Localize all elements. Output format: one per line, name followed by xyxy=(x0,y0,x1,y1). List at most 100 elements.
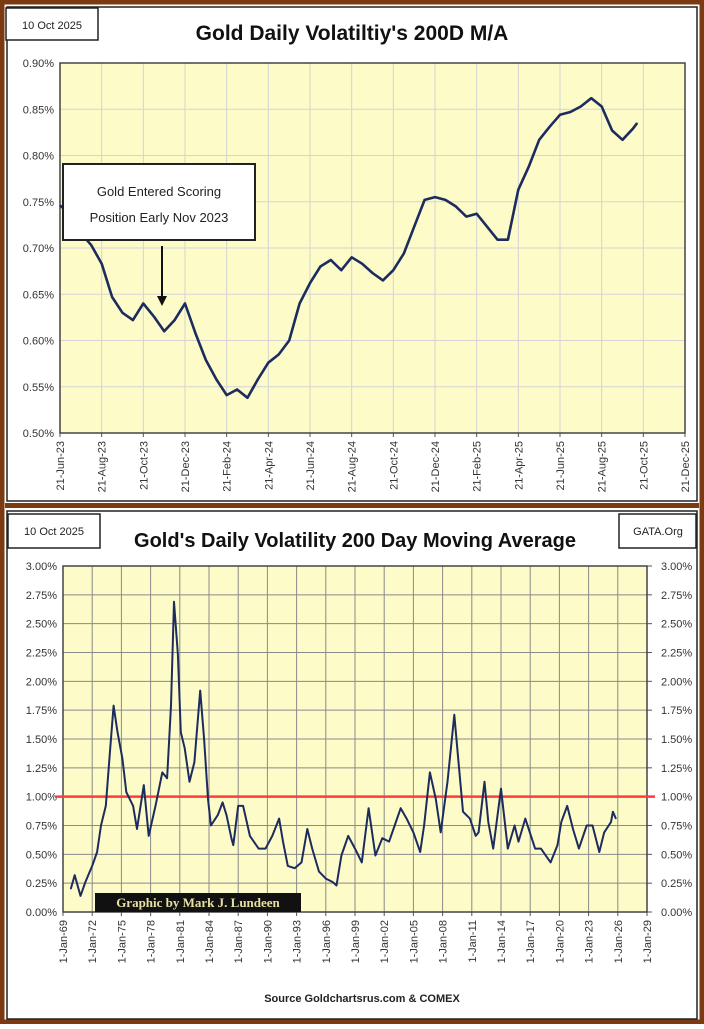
y-tick-label: 0.90% xyxy=(23,58,54,70)
data-point xyxy=(205,359,207,361)
data-point xyxy=(368,807,370,809)
bottom-panel-border xyxy=(6,510,698,1020)
data-point xyxy=(298,302,301,305)
y-tick-label: 0.25% xyxy=(26,878,57,890)
data-point xyxy=(569,111,572,113)
x-tick-label: 1-Jan-20 xyxy=(554,920,566,963)
y-tick-label-right: 0.00% xyxy=(661,907,692,919)
data-point xyxy=(242,805,244,807)
data-point xyxy=(381,837,383,839)
y-tick-label: 0.50% xyxy=(23,428,54,440)
x-tick-label: 1-Jan-14 xyxy=(496,920,508,963)
y-tick-label-right: 2.75% xyxy=(661,590,692,602)
date-stamp: 10 Oct 2025 xyxy=(24,526,84,538)
data-point xyxy=(59,204,61,207)
x-tick-label: 21-Jun-24 xyxy=(305,441,317,491)
data-point xyxy=(278,817,280,820)
y-tick-label: 0.85% xyxy=(23,104,54,116)
x-tick-label: 1-Jan-08 xyxy=(438,920,450,963)
data-point xyxy=(203,738,205,740)
data-point xyxy=(412,831,414,834)
data-point xyxy=(586,824,588,827)
x-tick-label: 1-Jan-75 xyxy=(116,920,128,963)
data-point xyxy=(111,296,113,298)
data-point xyxy=(237,805,239,807)
data-point xyxy=(173,319,176,321)
data-point xyxy=(434,196,436,198)
data-point xyxy=(163,330,165,332)
y-tick-label: 3.00% xyxy=(26,561,57,573)
y-tick-label: 0.50% xyxy=(26,849,57,861)
data-point xyxy=(105,805,107,807)
data-point xyxy=(603,831,605,834)
data-point xyxy=(132,319,134,321)
data-point xyxy=(538,139,540,141)
data-point xyxy=(249,835,251,837)
series-line xyxy=(69,600,617,897)
data-point xyxy=(340,854,342,857)
credit-box xyxy=(95,893,301,912)
x-tick-label: 21-Oct-25 xyxy=(638,441,650,490)
y-tick-label: 0.00% xyxy=(26,907,57,919)
data-point xyxy=(540,847,542,850)
x-tick-label: 21-Apr-25 xyxy=(513,441,525,490)
data-point xyxy=(517,189,519,191)
data-point xyxy=(210,824,212,827)
y-tick-label-right: 1.75% xyxy=(661,705,692,717)
data-point xyxy=(84,881,86,883)
y-tick-label: 1.75% xyxy=(26,705,57,717)
data-point xyxy=(340,269,342,271)
data-point xyxy=(74,874,76,876)
chart-title: Gold's Daily Volatility 200 Day Moving A… xyxy=(134,530,576,552)
data-point xyxy=(517,841,520,843)
y-tick-label: 0.75% xyxy=(26,821,57,833)
data-point xyxy=(166,777,168,779)
data-point xyxy=(188,781,191,783)
data-point xyxy=(246,397,249,399)
y-tick-label: 1.25% xyxy=(26,763,57,775)
x-tick-label: 1-Jan-29 xyxy=(642,920,654,963)
data-point xyxy=(453,714,455,716)
x-tick-label: 21-Dec-25 xyxy=(680,441,692,492)
data-point xyxy=(332,881,334,883)
data-point xyxy=(382,279,384,281)
data-point xyxy=(173,601,175,603)
data-point xyxy=(492,847,494,850)
data-point xyxy=(534,847,536,850)
y-tick-label: 2.00% xyxy=(26,676,57,688)
y-tick-label-right: 0.25% xyxy=(661,878,692,890)
y-tick-label-right: 0.50% xyxy=(661,849,692,861)
x-tick-label: 21-Oct-23 xyxy=(138,441,150,490)
data-point xyxy=(100,824,102,827)
data-point xyxy=(318,871,320,873)
data-point xyxy=(528,166,530,168)
data-point xyxy=(96,851,98,853)
data-point xyxy=(392,269,394,271)
source-text: Source Goldchartsrus.com & COMEX xyxy=(264,993,460,1005)
panel-divider xyxy=(5,503,699,508)
data-point xyxy=(429,771,431,774)
data-point xyxy=(136,828,138,830)
data-point xyxy=(514,824,516,827)
data-point xyxy=(161,771,163,774)
data-point xyxy=(311,847,313,850)
data-point xyxy=(476,213,478,215)
x-tick-label: 21-Aug-24 xyxy=(347,441,359,492)
data-point xyxy=(132,805,134,807)
data-point xyxy=(153,315,155,318)
x-tick-label: 1-Jan-84 xyxy=(204,920,216,963)
y-tick-label: 0.70% xyxy=(23,243,54,255)
data-point xyxy=(199,689,201,692)
data-point xyxy=(330,259,332,261)
data-point xyxy=(403,252,405,255)
x-tick-label: 1-Jan-96 xyxy=(321,920,333,963)
data-point xyxy=(487,821,489,823)
data-point xyxy=(170,704,172,707)
data-point xyxy=(361,861,363,864)
data-point xyxy=(580,105,582,108)
data-point xyxy=(462,811,464,813)
data-point xyxy=(282,841,284,843)
data-point xyxy=(91,865,93,867)
x-tick-label: 1-Jan-05 xyxy=(408,920,420,963)
data-point xyxy=(325,877,327,880)
